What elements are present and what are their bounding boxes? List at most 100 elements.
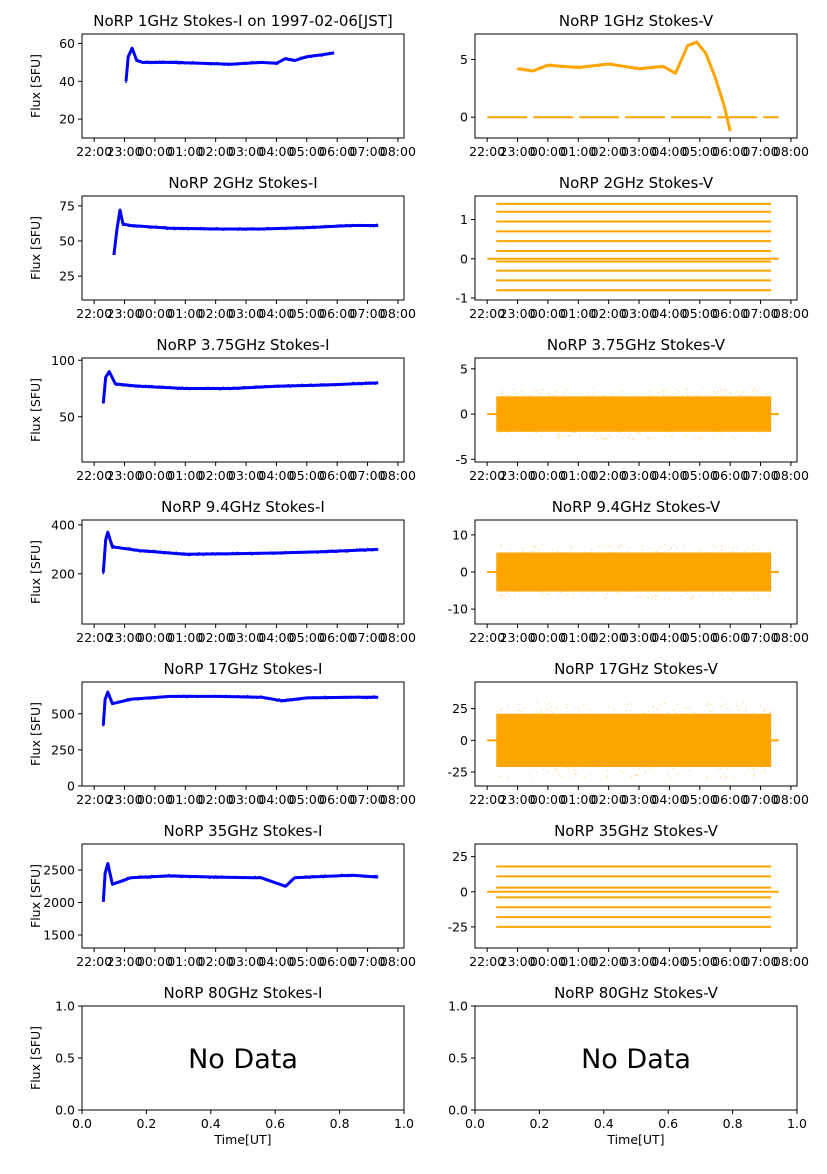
data-point <box>293 552 296 554</box>
data-point <box>729 716 731 719</box>
data-point <box>304 57 307 60</box>
data-point <box>362 382 364 385</box>
x-tick-label: 01:00 <box>560 306 596 321</box>
data-point <box>220 227 223 230</box>
data-point <box>602 395 604 397</box>
data-point <box>726 776 728 778</box>
data-point <box>689 741 692 744</box>
data-point <box>164 550 167 553</box>
data-point <box>226 227 229 230</box>
data-point <box>310 875 313 877</box>
data-point <box>217 63 220 66</box>
x-tick-label: 23:00 <box>500 306 536 321</box>
data-point <box>132 52 135 55</box>
data-point <box>281 59 284 62</box>
data-point <box>528 395 530 397</box>
data-point <box>589 773 592 776</box>
data-point <box>195 388 197 391</box>
data-point <box>366 697 369 700</box>
data-point <box>192 227 194 229</box>
data-point <box>308 550 311 552</box>
data-point <box>682 56 684 58</box>
data-point <box>520 710 523 712</box>
data-point <box>207 695 210 698</box>
data-point <box>228 694 231 697</box>
data-point <box>264 698 267 700</box>
data-point <box>554 582 556 584</box>
x-tick-label: 06:00 <box>319 792 355 807</box>
data-point <box>606 776 608 778</box>
data-point <box>744 420 747 422</box>
panel-title: NoRP 2GHz Stokes-I <box>168 174 317 192</box>
series-line <box>112 208 379 256</box>
data-point <box>172 553 175 555</box>
data-point <box>729 417 731 419</box>
data-point <box>275 385 278 388</box>
data-point <box>563 766 566 768</box>
data-point <box>155 385 158 388</box>
data-point <box>707 573 710 575</box>
data-point <box>500 545 502 548</box>
data-point <box>102 900 105 902</box>
data-point <box>608 406 610 408</box>
y-tick-label: 0.5 <box>55 1051 75 1066</box>
data-point <box>562 66 564 68</box>
data-point <box>154 62 156 65</box>
data-point <box>706 721 708 723</box>
data-point <box>214 227 217 230</box>
data-point <box>614 428 616 431</box>
data-point <box>654 580 656 583</box>
data-point <box>558 566 561 568</box>
data-point <box>751 566 753 568</box>
data-point <box>216 552 219 554</box>
data-point <box>664 544 667 546</box>
data-point <box>615 402 617 404</box>
data-point <box>204 63 206 65</box>
x-tick-label: 04:00 <box>258 954 294 969</box>
data-point <box>278 385 281 388</box>
data-point <box>233 877 235 879</box>
data-point <box>185 553 188 556</box>
panel-title: NoRP 9.4GHz Stokes-V <box>552 498 721 516</box>
data-point <box>616 735 618 737</box>
data-point <box>645 770 647 772</box>
data-point <box>719 389 722 391</box>
data-point <box>261 228 264 231</box>
data-point <box>604 597 606 599</box>
data-point <box>222 553 225 555</box>
data-point <box>228 876 231 878</box>
data-point <box>353 381 355 384</box>
data-point <box>654 401 657 403</box>
data-point <box>248 387 251 389</box>
data-point <box>375 382 378 384</box>
data-point <box>560 399 562 401</box>
y-tick-label: 100 <box>51 353 75 368</box>
data-point <box>175 60 178 63</box>
data-point <box>662 65 665 68</box>
x-tick-label: 03:00 <box>228 954 264 969</box>
data-point <box>594 64 596 66</box>
data-point <box>292 384 294 387</box>
data-point <box>286 552 288 554</box>
data-point <box>155 550 158 553</box>
data-point <box>663 725 665 727</box>
data-point <box>633 590 635 592</box>
data-point <box>732 552 734 554</box>
data-point <box>275 63 278 66</box>
data-point <box>283 386 285 388</box>
data-point <box>764 586 766 589</box>
data-point <box>503 714 506 716</box>
data-point <box>647 560 649 562</box>
data-point <box>172 226 175 229</box>
plot-area <box>124 46 335 84</box>
data-point <box>616 435 618 437</box>
data-point <box>257 229 260 231</box>
data-point <box>134 697 137 699</box>
data-point <box>618 764 620 766</box>
data-point <box>278 882 281 885</box>
data-point <box>114 881 117 884</box>
panel-12: -2502522:0023:0000:0001:0002:0003:0004:0… <box>448 822 809 969</box>
data-point <box>110 374 112 377</box>
data-point <box>187 228 190 231</box>
data-point <box>692 716 694 719</box>
